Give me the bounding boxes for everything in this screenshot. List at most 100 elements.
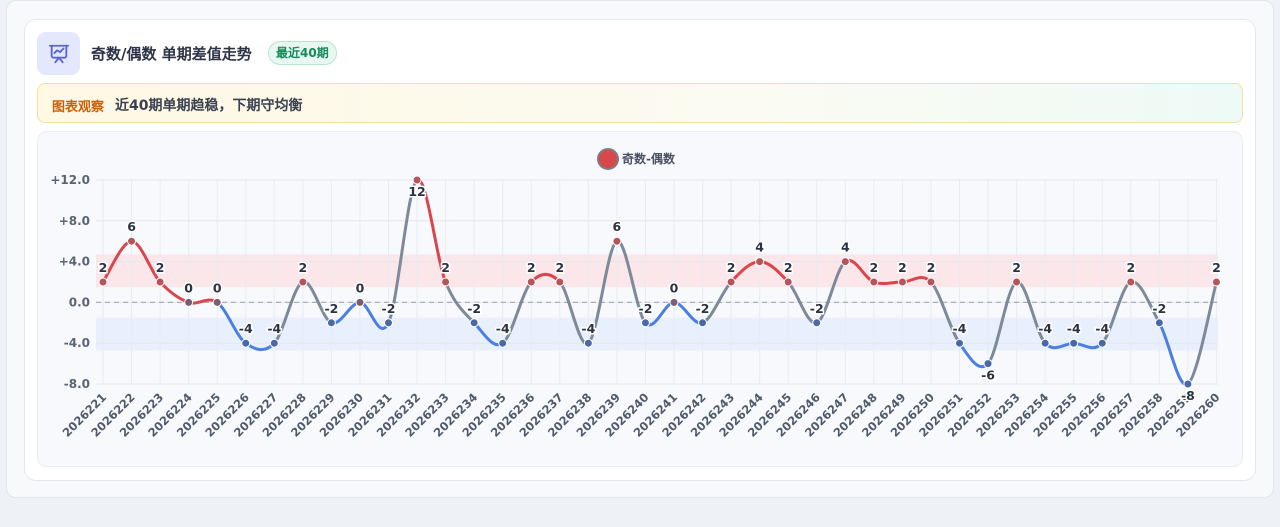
data-label: 2: [1212, 260, 1221, 275]
header-icon-box: [37, 32, 80, 75]
observation-notice: 图表观察 近40期单期趋稳，下期守均衡: [37, 83, 1243, 123]
data-label: -4: [953, 321, 967, 336]
data-label: 0: [184, 280, 193, 295]
page-title: 奇数/偶数 单期差值走势: [91, 45, 252, 63]
data-point: [583, 338, 593, 348]
data-label: 2: [555, 260, 564, 275]
data-label: -6: [981, 368, 995, 383]
data-label: -2: [467, 301, 481, 316]
data-point: [669, 297, 679, 307]
data-point: [155, 277, 165, 287]
data-point: [1154, 318, 1164, 328]
data-label: 2: [527, 260, 536, 275]
chart-panel: [37, 131, 1243, 467]
data-label: 0: [213, 280, 222, 295]
data-point: [241, 338, 251, 348]
data-label: 2: [727, 260, 736, 275]
data-point: [469, 318, 479, 328]
data-point: [526, 277, 536, 287]
series-line-segment: [586, 239, 619, 345]
data-label: -4: [1067, 321, 1081, 336]
data-label: -2: [1152, 301, 1166, 316]
notice-tag: 图表观察: [52, 100, 105, 115]
data-label: -4: [1095, 321, 1109, 336]
data-label: 6: [613, 219, 622, 234]
data-label: 4: [841, 240, 850, 255]
data-point: [412, 175, 422, 185]
data-label: 0: [670, 280, 679, 295]
series-line-segment: [387, 178, 419, 325]
data-label: -2: [696, 301, 710, 316]
data-label: -2: [810, 301, 824, 316]
data-label: 2: [298, 260, 307, 275]
data-label: -2: [639, 301, 653, 316]
y-tick-label: +12.0: [50, 173, 90, 187]
data-point: [783, 277, 793, 287]
data-point: [869, 277, 879, 287]
data-point: [640, 318, 650, 328]
data-point: [355, 297, 365, 307]
data-label: 0: [356, 280, 365, 295]
data-point: [98, 277, 108, 287]
band-positive: [96, 254, 1218, 288]
data-label: 4: [755, 240, 764, 255]
data-label: -4: [267, 321, 281, 336]
y-tick-label: -4.0: [64, 336, 90, 350]
data-point: [955, 338, 964, 348]
data-label: -4: [581, 321, 595, 336]
y-tick-label: +4.0: [59, 255, 90, 269]
data-point: [212, 297, 222, 307]
y-tick-label: 0.0: [69, 295, 90, 309]
y-tick-label: -8.0: [64, 377, 90, 391]
data-point: [127, 236, 137, 246]
data-label: 12: [408, 184, 425, 199]
series-line-segment: [1186, 280, 1218, 386]
data-point: [1211, 277, 1221, 287]
data-label: -2: [324, 301, 338, 316]
data-label: 2: [1126, 260, 1135, 275]
data-label: -4: [239, 321, 253, 336]
data-point: [269, 338, 279, 348]
period-badge: 最近40期: [268, 41, 337, 65]
data-label: 2: [784, 260, 793, 275]
data-point: [612, 236, 622, 246]
legend-marker: [597, 148, 619, 170]
legend-label: 奇数-偶数: [622, 151, 676, 166]
data-point: [1069, 338, 1079, 348]
data-point: [384, 318, 393, 328]
data-point: [698, 318, 708, 328]
data-label: 2: [156, 260, 165, 275]
data-point: [983, 359, 993, 369]
data-point: [812, 318, 822, 328]
data-point: [840, 257, 850, 267]
data-point: [926, 277, 936, 287]
data-point: [1012, 277, 1022, 287]
data-point: [1097, 338, 1107, 348]
y-tick-label: +8.0: [59, 214, 90, 228]
data-label: 2: [441, 260, 450, 275]
data-point: [298, 277, 308, 287]
data-point: [555, 277, 565, 287]
data-point: [897, 277, 907, 287]
data-point: [184, 297, 194, 307]
data-point: [726, 277, 736, 287]
data-point: [1126, 277, 1136, 287]
data-label: 2: [898, 260, 907, 275]
data-point: [1040, 338, 1050, 348]
data-label: 2: [1012, 260, 1021, 275]
data-label: 2: [927, 260, 936, 275]
data-point: [441, 277, 451, 287]
data-label: 2: [99, 260, 108, 275]
data-label: 2: [869, 260, 878, 275]
data-label: 6: [127, 219, 136, 234]
notice-text: 近40期单期趋稳，下期守均衡: [115, 98, 303, 114]
data-label: -4: [1038, 321, 1052, 336]
data-label: -4: [496, 321, 510, 336]
chart-presentation-icon: [48, 44, 69, 63]
data-point: [1183, 379, 1193, 389]
data-label: -8: [1181, 388, 1195, 403]
data-point: [326, 318, 336, 328]
data-point: [755, 257, 765, 267]
data-label: -2: [382, 301, 396, 316]
